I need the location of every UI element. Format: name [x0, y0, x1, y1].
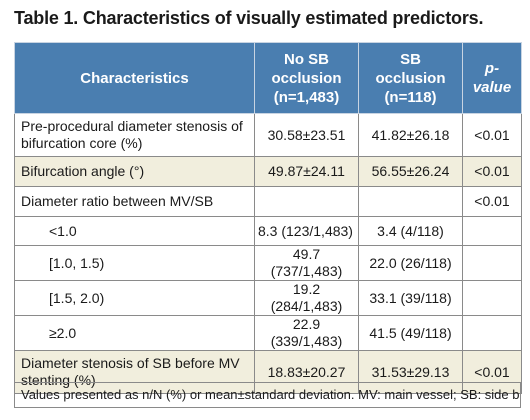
row-label: [1.0, 1.5) — [14, 245, 255, 281]
cell-sb: 41.82±26.18 — [358, 113, 463, 157]
cell-sb: 31.53±29.13 — [358, 350, 463, 394]
row-label: <1.0 — [14, 216, 255, 246]
table-row: [1.5, 2.0) 19.2 (284/1,483) 33.1 (39/118… — [14, 280, 522, 316]
cell-no-sb: 49.7 (737/1,483) — [254, 245, 359, 281]
cell-sb: 33.1 (39/118) — [358, 280, 463, 316]
cell-sb: 3.4 (4/118) — [358, 216, 463, 246]
cell-no-sb: 49.87±24.11 — [254, 156, 359, 187]
row-label: Diameter ratio between MV/SB — [14, 186, 255, 217]
cell-p-value — [462, 280, 522, 316]
cell-p-value: <0.01 — [462, 350, 522, 394]
cell-p-value: <0.01 — [462, 113, 522, 157]
table-row: [1.0, 1.5) 49.7 (737/1,483) 22.0 (26/118… — [14, 245, 522, 281]
cell-p-value — [462, 216, 522, 246]
cell-p-value: <0.01 — [462, 156, 522, 187]
cell-no-sb — [254, 186, 359, 217]
row-label: [1.5, 2.0) — [14, 280, 255, 316]
table-row: ≥2.0 22.9 (339/1,483) 41.5 (49/118) — [14, 315, 522, 351]
header-p-value: p-value — [462, 42, 522, 114]
table-title: Table 1. Characteristics of visually est… — [14, 8, 484, 28]
cell-sb: 56.55±26.24 — [358, 156, 463, 187]
table-row: Pre-procedural diameter stenosis of bifu… — [14, 113, 522, 157]
table-row: Bifurcation angle (°) 49.87±24.11 56.55±… — [14, 156, 522, 187]
row-label: ≥2.0 — [14, 315, 255, 351]
cell-p-value — [462, 315, 522, 351]
cell-sb: 41.5 (49/118) — [358, 315, 463, 351]
cell-no-sb: 18.83±20.27 — [254, 350, 359, 394]
header-no-sb-occlusion: No SB occlusion (n=1,483) — [254, 42, 359, 114]
row-label: Bifurcation angle (°) — [14, 156, 255, 187]
header-sb-occlusion: SB occlusion (n=118) — [358, 42, 463, 114]
header-row: Characteristics No SB occlusion (n=1,483… — [14, 42, 522, 114]
cell-sb: 22.0 (26/118) — [358, 245, 463, 281]
cell-sb — [358, 186, 463, 217]
cell-no-sb: 30.58±23.51 — [254, 113, 359, 157]
cell-no-sb: 8.3 (123/1,483) — [254, 216, 359, 246]
row-label: Diameter stenosis of SB before MV stenti… — [14, 350, 255, 394]
header-p-rest: -value — [472, 60, 512, 96]
cell-no-sb: 19.2 (284/1,483) — [254, 280, 359, 316]
cell-no-sb: 22.9 (339/1,483) — [254, 315, 359, 351]
cell-p-value: <0.01 — [462, 186, 522, 217]
table-footnote: Values presented as n/N (%) or mean±stan… — [14, 382, 521, 408]
table-row: Diameter ratio between MV/SB <0.01 — [14, 186, 522, 217]
table-row: Diameter stenosis of SB before MV stenti… — [14, 350, 522, 394]
table-row: <1.0 8.3 (123/1,483) 3.4 (4/118) — [14, 216, 522, 246]
row-label: Pre-procedural diameter stenosis of bifu… — [14, 113, 255, 157]
header-p-italic: p — [484, 60, 495, 77]
header-characteristics: Characteristics — [14, 42, 255, 114]
cell-p-value — [462, 245, 522, 281]
characteristics-table: Characteristics No SB occlusion (n=1,483… — [14, 42, 522, 394]
